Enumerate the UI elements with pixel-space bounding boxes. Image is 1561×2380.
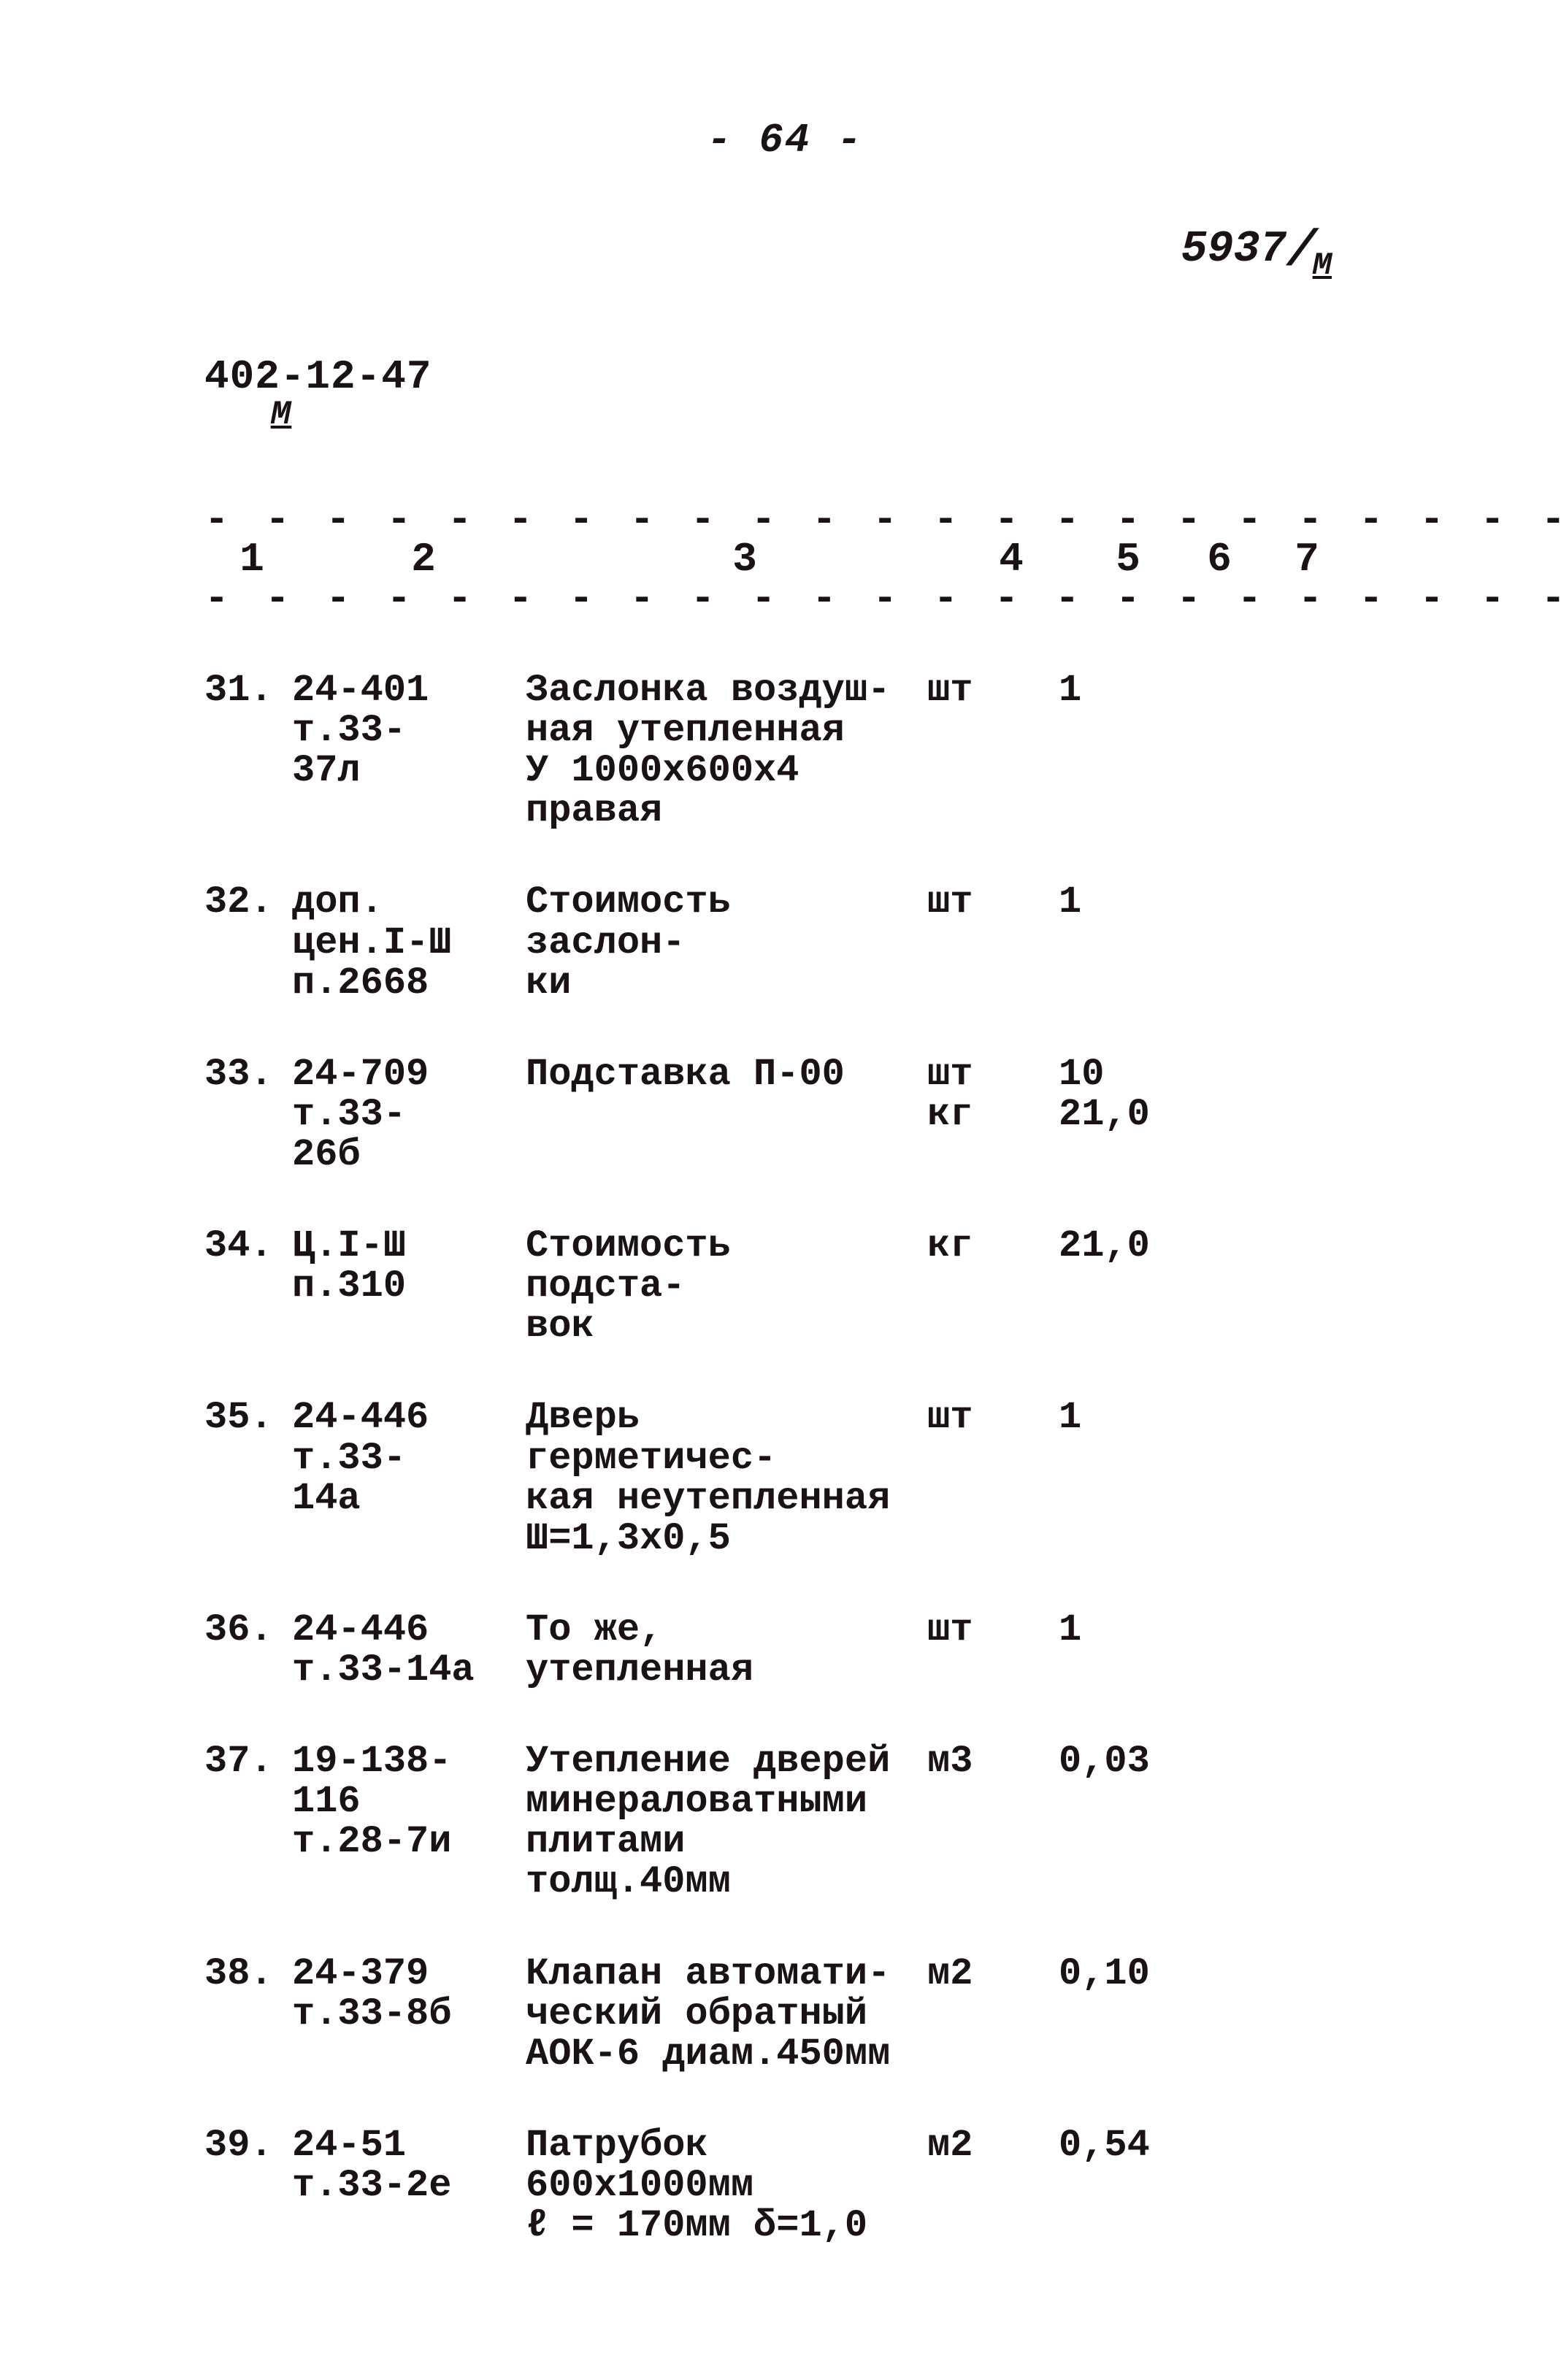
top-right-sub: М	[1313, 247, 1332, 284]
row-number: 39.	[204, 2125, 292, 2165]
row-number: 37.	[204, 1741, 292, 1781]
row-value: 1	[1037, 882, 1241, 922]
row-number: 38.	[204, 1954, 292, 1994]
row-description: Клапан автомати- ческий обратный АОК-6 д…	[526, 1954, 927, 2074]
row-unit: м2	[927, 1954, 1037, 1994]
row-unit-text: шт	[927, 1397, 973, 1437]
row-value: 10 21,0	[1037, 1054, 1241, 1135]
table-row: 33. 24-709 т.33- 26б Подставка П-00 шт к…	[204, 1054, 1365, 1175]
row-code: 24-379 т.33-8б	[292, 1954, 526, 2034]
row-code: 24-51 т.33-2е	[292, 2125, 526, 2206]
row-value-text: 0,03	[1059, 1741, 1150, 1781]
row-unit: шт	[927, 882, 1037, 922]
row-unit-text: м2	[927, 2125, 973, 2165]
row-code: 24-446 т.33-14а	[292, 1610, 526, 1690]
table-row: 35. 24-446 т.33- 14а Дверь герметичес- к…	[204, 1397, 1365, 1558]
table-row: 31. 24-401 т.33- 37л Заслонка воздуш- на…	[204, 670, 1365, 831]
row-unit: кг	[927, 1226, 1037, 1266]
row-code: 19-138- 116 т.28-7и	[292, 1741, 526, 1862]
document-code-sub: М	[204, 396, 358, 434]
table-row: 39. 24-51 т.33-2е Патрубок 600х1000мм ℓ …	[204, 2125, 1365, 2246]
row-value: 0,54	[1037, 2125, 1241, 2165]
row-number: 36.	[204, 1610, 292, 1650]
row-description: Стоимость подста- вок	[526, 1226, 927, 1346]
top-right-code: 5937/М	[1181, 219, 1336, 277]
header-col-2: 2	[299, 539, 548, 580]
header-dashes-top: - - - - - - - - - - - - - - - - - - - - …	[204, 499, 1365, 540]
row-value-text: 0,10	[1059, 1954, 1150, 1994]
row-number: 32.	[204, 882, 292, 922]
table-row: 32. доп. цен.I-Ш п.2668 Стоимость заслон…	[204, 882, 1365, 1002]
row-unit-text: шт	[927, 882, 973, 922]
row-description: Дверь герметичес- кая неутепленная Ш=1,3…	[526, 1397, 927, 1558]
row-unit-text: шт	[927, 1610, 973, 1650]
row-value: 0,03	[1037, 1741, 1241, 1781]
row-unit-text: шт	[927, 670, 973, 710]
row-value: 1	[1037, 1397, 1241, 1437]
row-description: Патрубок 600х1000мм ℓ = 170мм δ=1,0	[526, 2125, 927, 2246]
document-code: 402-12-47 М	[204, 353, 1365, 434]
row-value-text: 21,0	[1059, 1226, 1150, 1266]
row-code: доп. цен.I-Ш п.2668	[292, 882, 526, 1002]
row-description: Подставка П-00	[526, 1054, 927, 1094]
document-page: - 64 - 5937/М 402-12-47 М - - - - - - - …	[204, 117, 1365, 2297]
row-unit-text: м2	[927, 1954, 973, 1994]
header-col-1: 1	[204, 539, 299, 580]
row-number: 35.	[204, 1397, 292, 1437]
table-row: 34. Ц.I-Ш п.310 Стоимость подста- вок кг…	[204, 1226, 1365, 1346]
row-number: 31.	[204, 670, 292, 710]
table-row: 36. 24-446 т.33-14а То же, утепленная шт…	[204, 1610, 1365, 1690]
row-unit-text: шт кг	[927, 1054, 973, 1135]
top-right-main: 5937	[1181, 225, 1286, 275]
row-value-text: 1	[1059, 882, 1081, 922]
row-value: 0,10	[1037, 1954, 1241, 1994]
row-value: 1	[1037, 1610, 1241, 1650]
row-code: Ц.I-Ш п.310	[292, 1226, 526, 1306]
row-number: 33.	[204, 1054, 292, 1094]
table-row: 37. 19-138- 116 т.28-7и Утепление дверей…	[204, 1741, 1365, 1902]
row-description: То же, утепленная	[526, 1610, 927, 1690]
row-description: Утепление дверей минераловатными плитами…	[526, 1741, 927, 1902]
row-unit: м3	[927, 1741, 1037, 1781]
row-unit: шт	[927, 670, 1037, 710]
document-code-main: 402-12-47	[204, 353, 432, 400]
row-description: Стоимость заслон- ки	[526, 882, 927, 1002]
header-col-4: 4	[942, 539, 1081, 580]
row-value-text: 1	[1059, 1610, 1081, 1650]
row-unit: шт	[927, 1610, 1037, 1650]
row-value: 21,0	[1037, 1226, 1241, 1266]
row-unit: шт	[927, 1397, 1037, 1437]
header-col-5: 5	[1081, 539, 1175, 580]
row-value-text: 1	[1059, 670, 1081, 710]
row-number: 34.	[204, 1226, 292, 1266]
row-code: 24-401 т.33- 37л	[292, 670, 526, 791]
row-value-text: 10 21,0	[1059, 1054, 1150, 1135]
row-value-text: 1	[1059, 1397, 1081, 1437]
row-unit: шт кг	[927, 1054, 1037, 1135]
header-col-7: 7	[1263, 539, 1351, 580]
row-unit-text: м3	[927, 1741, 973, 1781]
row-code: 24-709 т.33- 26б	[292, 1054, 526, 1175]
row-value: 1	[1037, 670, 1241, 710]
row-code: 24-446 т.33- 14а	[292, 1397, 526, 1518]
table-rows: 31. 24-401 т.33- 37л Заслонка воздуш- на…	[204, 670, 1365, 2246]
row-unit: м2	[927, 2125, 1037, 2165]
header-dashes-bottom: - - - - - - - - - - - - - - - - - - - - …	[204, 578, 1365, 619]
page-number: - 64 -	[204, 117, 1365, 164]
header-columns: 1 2 3 4 5 6 7	[204, 539, 1365, 580]
row-unit-text: кг	[927, 1226, 973, 1266]
table-row: 38. 24-379 т.33-8б Клапан автомати- ческ…	[204, 1954, 1365, 2074]
header-col-3: 3	[548, 539, 942, 580]
header-col-6: 6	[1175, 539, 1263, 580]
row-value-text: 0,54	[1059, 2125, 1150, 2165]
row-description: Заслонка воздуш- ная утепленная У 1000х6…	[526, 670, 927, 831]
